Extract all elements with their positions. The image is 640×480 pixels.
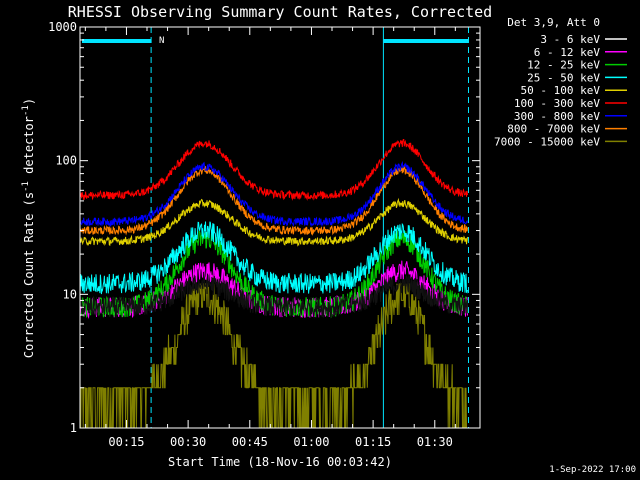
y-axis-label: Corrected Count Rate (s-1 detector-1) xyxy=(21,98,36,358)
series-line-3 xyxy=(79,221,468,295)
flag-label: N xyxy=(159,36,164,46)
series-line-5 xyxy=(79,139,468,201)
x-tick-label: 01:30 xyxy=(417,435,453,449)
plot-frame xyxy=(79,26,481,429)
footer-timestamp: 1-Sep-2022 17:00 xyxy=(549,465,636,475)
x-tick-label: 01:15 xyxy=(355,435,391,449)
legend-label: 300 - 800 keV xyxy=(514,110,600,123)
series-line-6 xyxy=(79,160,468,228)
series-line-0 xyxy=(79,273,468,320)
y-tick-label: 1000 xyxy=(48,20,77,34)
legend-label: 3 - 6 keV xyxy=(540,33,600,46)
series-line-8 xyxy=(79,283,468,429)
x-tick-label: 00:45 xyxy=(232,435,268,449)
legend-label: 50 - 100 keV xyxy=(521,84,601,97)
series-lines xyxy=(79,139,468,429)
y-tick-label: 10 xyxy=(63,287,77,301)
series-line-4 xyxy=(79,197,468,247)
chart-title: RHESSI Observing Summary Count Rates, Co… xyxy=(68,3,492,21)
legend-label: 800 - 7000 keV xyxy=(507,123,600,136)
legend-label: 6 - 12 keV xyxy=(534,46,601,59)
legend-label: 12 - 25 keV xyxy=(527,59,600,72)
x-axis-ticks: 00:15 00:30 00:45 01:00 01:15 01:30 xyxy=(84,27,456,449)
x-tick-label: 01:00 xyxy=(293,435,329,449)
legend-label: 25 - 50 keV xyxy=(527,71,600,84)
x-tick-label: 00:15 xyxy=(108,435,144,449)
attenuator-intervals xyxy=(82,27,469,428)
x-tick-label: 00:30 xyxy=(170,435,206,449)
x-axis-label: Start Time (18-Nov-16 00:03:42) xyxy=(168,455,392,469)
legend-label: 7000 - 15000 keV xyxy=(494,135,600,148)
legend-label: 100 - 300 keV xyxy=(514,97,600,110)
y-axis-ticks: 1 10 100 1000 xyxy=(48,20,480,435)
legend-title: Det 3,9, Att 0 xyxy=(507,16,600,29)
y-tick-label: 1 xyxy=(70,421,77,435)
y-tick-label: 100 xyxy=(55,154,77,168)
